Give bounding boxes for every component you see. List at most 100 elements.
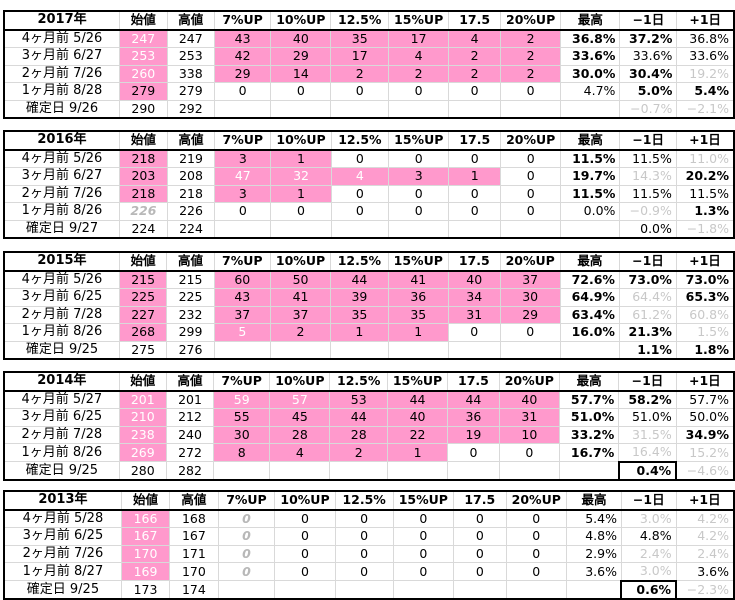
col-up125: 12.5% — [330, 251, 389, 272]
up10-count: 0 — [270, 202, 332, 221]
up125-count: 17 — [330, 47, 389, 66]
col-high: 高値 — [169, 490, 219, 511]
up175-count: 1 — [448, 167, 502, 186]
up175-count: 44 — [447, 390, 500, 409]
start-value: 238 — [118, 425, 167, 444]
plus1-pct: 1.5% — [675, 323, 735, 342]
row-label: 4ヶ月前 5/27 — [2, 390, 120, 409]
up175-count: 34 — [447, 288, 501, 307]
start-value: 203 — [118, 167, 168, 186]
start-value: 279 — [119, 82, 168, 101]
high-value: 225 — [166, 288, 215, 307]
minus1-pct: 5.0% — [619, 82, 678, 101]
col-up175: 17.5 — [448, 130, 502, 151]
minus1-pct: 30.4% — [619, 64, 678, 83]
col-start: 始値 — [119, 10, 168, 31]
row-label: 4ヶ月前 5/26 — [3, 29, 121, 48]
up175-count: 19 — [447, 425, 500, 444]
high-value: 253 — [166, 47, 215, 66]
row-label: 確定日 9/25 — [2, 580, 122, 600]
col-up175: 17.5 — [448, 10, 501, 31]
up175-count: 31 — [447, 305, 501, 324]
col-high: 高値 — [166, 251, 215, 272]
up7-count: 43 — [213, 288, 271, 307]
max-pct: 2.9% — [565, 544, 622, 563]
up15-count: 1 — [387, 323, 449, 342]
col-plus1: +1日 — [675, 251, 735, 272]
col-start: 始値 — [118, 371, 167, 392]
up7-count: 0 — [217, 527, 276, 546]
start-value: 275 — [118, 340, 168, 360]
minus1-pct: 58.2% — [618, 390, 677, 409]
up175-count: 0 — [453, 544, 507, 563]
max-pct: 19.7% — [560, 167, 621, 186]
high-value: 201 — [165, 390, 215, 409]
col-up20: 20%UP — [505, 490, 567, 511]
up125-count: 53 — [329, 390, 388, 409]
plus1-pct: 15.2% — [675, 443, 735, 462]
up15-count: 36 — [387, 288, 449, 307]
table-row: 1ヶ月前 8/28 279 279 0 0 0 0 0 0 4.7% 5.0% … — [3, 82, 735, 101]
col-plus1: +1日 — [675, 130, 735, 151]
up7-count: 0 — [217, 562, 276, 581]
table-row: 1ヶ月前 8/27 169 170 0 0 0 0 0 0 3.6% 3.0% … — [2, 562, 735, 581]
high-value: 292 — [166, 99, 215, 119]
col-high: 高値 — [165, 371, 215, 392]
row-label: 4ヶ月前 5/28 — [2, 509, 122, 528]
up175-count: 40 — [447, 270, 501, 289]
plus1-pct: 2.4% — [675, 544, 735, 563]
col-up125: 12.5% — [330, 130, 390, 151]
up10-count: 29 — [270, 47, 332, 66]
up10-count: 32 — [270, 167, 332, 186]
start-value: 169 — [120, 562, 171, 581]
col-max: 最高 — [558, 371, 620, 392]
max-pct: 36.8% — [560, 29, 621, 48]
up15-count: 3 — [388, 167, 450, 186]
minus1-pct: 21.3% — [618, 323, 677, 342]
up15-count: 0 — [392, 544, 455, 563]
high-value: 247 — [166, 29, 215, 48]
up125-count: 39 — [330, 288, 389, 307]
minus1-pct: 11.5% — [619, 149, 677, 168]
max-pct: 33.6% — [560, 47, 621, 66]
col-up125: 12.5% — [330, 10, 389, 31]
minus1-pct: 73.0% — [618, 270, 677, 289]
start-value: 218 — [118, 149, 168, 168]
high-value: 232 — [166, 305, 215, 324]
up175-count: 0 — [448, 82, 501, 101]
table-row: 1ヶ月前 8/26 226 226 0 0 0 0 0 0 0.0% −0.9%… — [2, 202, 735, 221]
minus1-pct: 0.6% — [620, 579, 678, 600]
col-start: 始値 — [120, 490, 171, 511]
table-2017: 2017年 始値 高値 7%UP 10%UP 12.5% 15%UP 17.5 … — [3, 10, 735, 119]
up7-count: 3 — [214, 149, 272, 168]
year-label: 2014年 — [2, 371, 120, 392]
up7-count: 42 — [213, 47, 272, 66]
max-pct: 63.4% — [559, 305, 620, 324]
start-value: 170 — [120, 544, 171, 563]
col-up15: 15%UP — [387, 10, 450, 31]
up125-count: 44 — [329, 408, 388, 427]
up175-count: 2 — [448, 47, 501, 66]
plus1-pct: 73.0% — [675, 270, 735, 289]
start-value: 247 — [119, 29, 168, 48]
up125-count: 0 — [330, 202, 390, 221]
up15-count: 0 — [387, 82, 450, 101]
start-value: 210 — [118, 408, 167, 427]
up7-count: 47 — [214, 167, 272, 186]
high-value: 282 — [165, 461, 215, 481]
high-value: 171 — [169, 544, 219, 563]
start-value: 227 — [118, 305, 168, 324]
col-high: 高値 — [166, 10, 215, 31]
start-value: 226 — [118, 202, 168, 221]
max-pct: 72.6% — [559, 270, 620, 289]
up175-count: 0 — [448, 202, 502, 221]
col-minus1: −1日 — [618, 251, 677, 272]
up125-count: 4 — [330, 167, 390, 186]
up15-count: 4 — [387, 47, 450, 66]
up20-count: 0 — [500, 167, 562, 186]
table-row: 3ヶ月前 6/27 253 253 42 29 17 4 2 2 33.6% 3… — [3, 47, 735, 66]
high-value: 338 — [166, 64, 215, 83]
col-up10: 10%UP — [269, 371, 331, 392]
up15-count: 1 — [386, 443, 449, 462]
high-value: 224 — [166, 219, 216, 239]
